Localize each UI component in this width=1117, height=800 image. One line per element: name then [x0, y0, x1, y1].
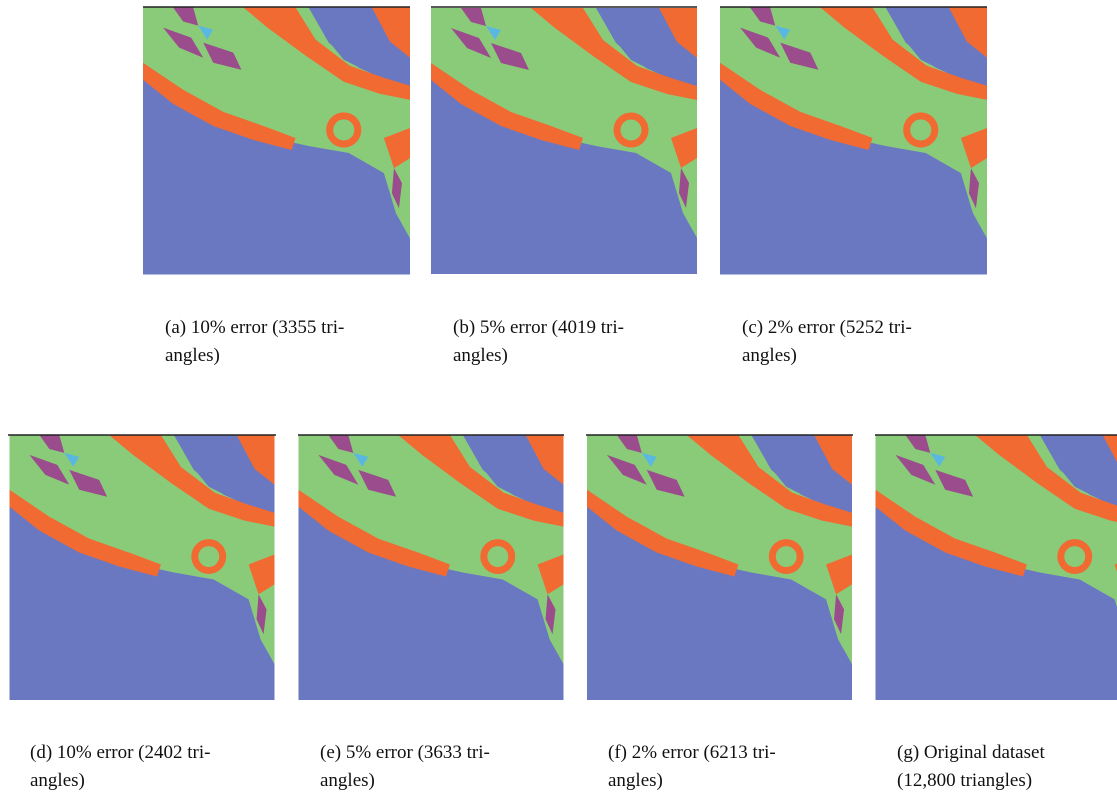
panels: (a) 10% error (3355 tri-angles) (b) 5% er…: [8, 6, 1117, 791]
caption-line: (f) 2% error (6213 tri-: [608, 742, 776, 763]
map-image: [587, 435, 852, 700]
caption-line: (b) 5% error (4019 tri-: [453, 317, 624, 338]
map-image: [431, 8, 697, 274]
caption-line: (d) 10% error (2402 tri-: [30, 742, 210, 763]
caption-line: angles): [453, 345, 508, 366]
map-image: [299, 435, 564, 700]
caption-line: (a) 10% error (3355 tri-: [165, 317, 344, 338]
caption-line: (e) 5% error (3633 tri-: [320, 742, 490, 763]
map-image: [876, 435, 1117, 700]
map-image: [10, 435, 275, 700]
caption-line: angles): [742, 345, 797, 366]
caption-line: (g) Original dataset: [897, 742, 1045, 763]
map-image: [143, 8, 410, 275]
caption-line: (c) 2% error (5252 tri-: [742, 317, 912, 338]
map-image: [720, 8, 987, 275]
caption-line: angles): [30, 770, 85, 791]
caption-line: angles): [165, 345, 220, 366]
caption-line: (12,800 triangles): [897, 770, 1032, 791]
caption-line: angles): [320, 770, 375, 791]
caption-line: angles): [608, 770, 663, 791]
